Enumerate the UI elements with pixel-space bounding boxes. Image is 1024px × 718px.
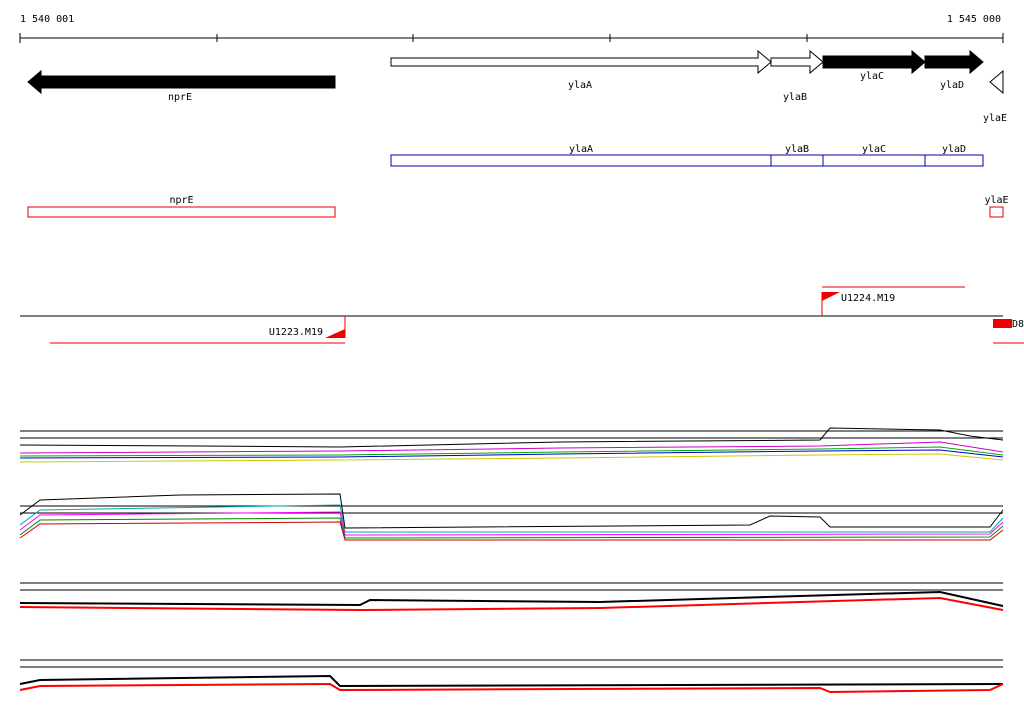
gene-arrow bbox=[27, 69, 336, 95]
tu-label: U1224.M19 bbox=[841, 293, 895, 304]
tu-block bbox=[993, 319, 1012, 328]
gene-arrow bbox=[822, 49, 926, 75]
gene-label: nprE bbox=[168, 92, 192, 103]
operon-box bbox=[770, 154, 824, 167]
tu-flag bbox=[822, 292, 840, 301]
operon-label: ylaA bbox=[569, 144, 593, 155]
operon-box bbox=[390, 154, 772, 167]
gene-label: ylaB bbox=[783, 92, 807, 103]
terminator-label: ylaE bbox=[984, 195, 1008, 206]
ruler-start: 1 540 001 bbox=[20, 14, 74, 25]
operon-label: ylaD bbox=[942, 144, 966, 155]
terminator-label: nprE bbox=[169, 195, 193, 206]
gene-label: ylaE bbox=[983, 113, 1007, 124]
operon-label: ylaB bbox=[785, 144, 809, 155]
operon-label: ylaC bbox=[862, 144, 886, 155]
gene-arrow bbox=[924, 49, 984, 75]
terminator-box bbox=[989, 206, 1004, 218]
gene-label: ylaC bbox=[860, 71, 884, 82]
gene-label: ylaD bbox=[940, 80, 964, 91]
operon-box bbox=[924, 154, 984, 167]
gene-arrow bbox=[989, 69, 1004, 95]
gene-label: ylaA bbox=[568, 80, 592, 91]
gene-arrow bbox=[390, 49, 772, 75]
expression-tracks bbox=[19, 315, 1004, 694]
tu-flag bbox=[325, 329, 345, 338]
ruler-end: 1 545 000 bbox=[947, 14, 1001, 25]
tu-label: D8 bbox=[1012, 319, 1024, 330]
terminator-box bbox=[27, 206, 336, 218]
tu-label: U1223.M19 bbox=[269, 327, 323, 338]
ruler bbox=[19, 33, 1004, 43]
operon-box bbox=[822, 154, 926, 167]
gene-arrow bbox=[770, 49, 824, 75]
